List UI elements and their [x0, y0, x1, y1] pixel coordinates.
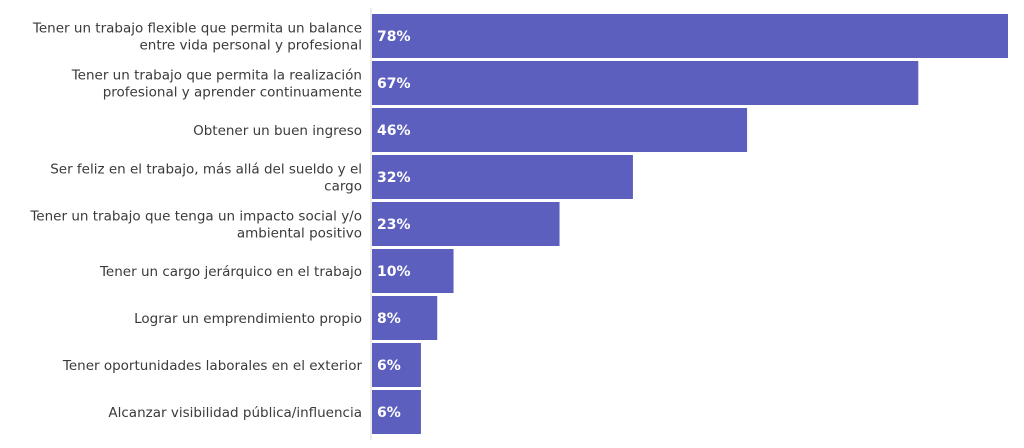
bars-group [372, 14, 1008, 434]
value-labels-group: 78% 67% 46% 32% 23% 10% 8% 6% 6% [377, 29, 411, 421]
bar-6 [372, 249, 454, 293]
value-label-7: 8% [377, 311, 401, 327]
category-label-8: Tener oportunidades laborales en el exte… [62, 358, 363, 374]
category-label-2: Tener un trabajo que permita la realizac… [71, 68, 362, 101]
category-label-line: profesional y aprender continuamente [103, 85, 362, 101]
value-label-9: 6% [377, 405, 401, 421]
value-label-6: 10% [377, 264, 411, 280]
category-labels-group: Tener un trabajo flexible que permita un… [29, 21, 362, 422]
category-label-line: Lograr un emprendimiento propio [134, 311, 362, 327]
value-label-1: 78% [377, 29, 411, 45]
bar-7 [372, 296, 438, 340]
category-label-3: Obtener un buen ingreso [193, 123, 362, 139]
category-label-line: Alcanzar visibilidad pública/influencia [108, 405, 362, 421]
category-label-line: Ser feliz en el trabajo, más allá del su… [50, 162, 362, 178]
category-label-line: Tener un trabajo que tenga un impacto so… [29, 209, 362, 225]
category-label-line: Tener un trabajo flexible que permita un… [32, 21, 362, 37]
category-label-7: Lograr un emprendimiento propio [134, 311, 362, 327]
bar-1 [372, 14, 1008, 58]
category-label-line: entre vida personal y profesional [139, 38, 362, 54]
value-label-5: 23% [377, 217, 411, 233]
category-label-5: Tener un trabajo que tenga un impacto so… [29, 209, 362, 242]
category-label-1: Tener un trabajo flexible que permita un… [32, 21, 362, 54]
bar-5 [372, 202, 560, 246]
category-label-6: Tener un cargo jerárquico en el trabajo [99, 264, 362, 280]
value-label-3: 46% [377, 123, 411, 139]
category-label-line: ambiental positivo [237, 226, 362, 242]
category-label-line: cargo [324, 179, 362, 195]
bar-4 [372, 155, 633, 199]
bar-2 [372, 61, 919, 105]
value-label-2: 67% [377, 76, 411, 92]
category-label-line: Tener un cargo jerárquico en el trabajo [99, 264, 362, 280]
bar-3 [372, 108, 748, 152]
bar-9 [372, 390, 421, 434]
category-label-4: Ser feliz en el trabajo, más allá del su… [50, 162, 362, 195]
category-label-line: Tener un trabajo que permita la realizac… [71, 68, 362, 84]
value-label-8: 6% [377, 358, 401, 374]
category-label-line: Tener oportunidades laborales en el exte… [62, 358, 363, 374]
value-label-4: 32% [377, 170, 411, 186]
category-label-9: Alcanzar visibilidad pública/influencia [108, 405, 362, 421]
category-label-line: Obtener un buen ingreso [193, 123, 362, 139]
bar-8 [372, 343, 421, 387]
